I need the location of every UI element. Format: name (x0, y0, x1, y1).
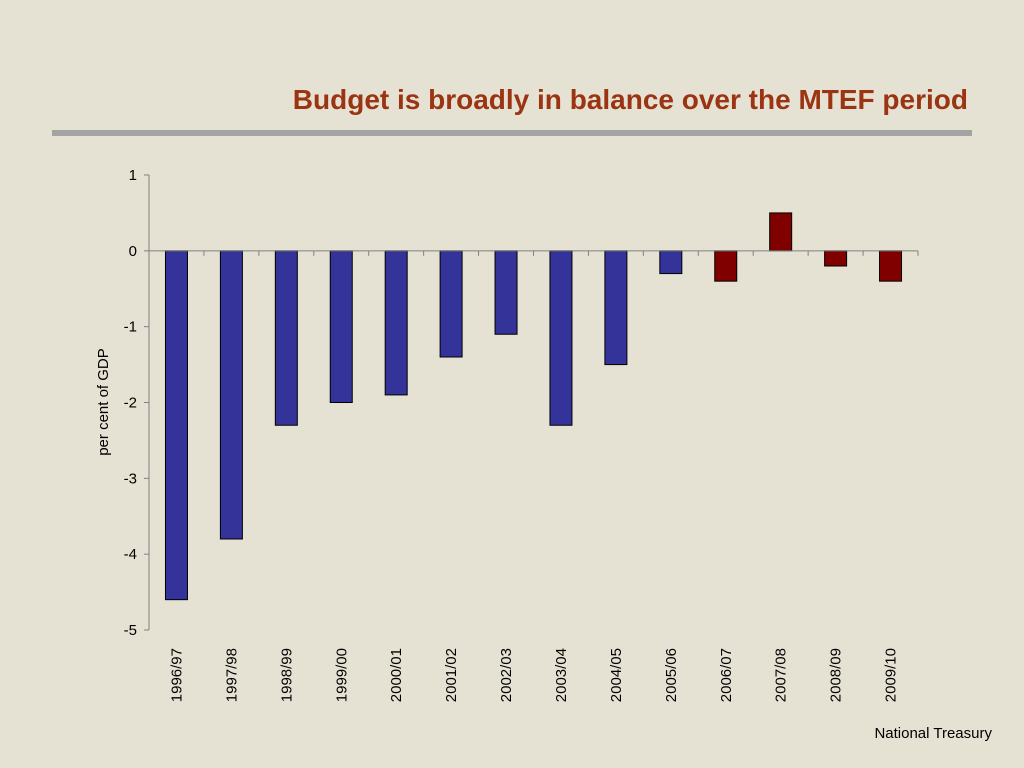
bar-2008-09 (824, 250, 848, 267)
footer-source: National Treasury (874, 725, 992, 742)
y-tick-label: -1 (124, 319, 137, 336)
y-tick-label: -5 (124, 622, 137, 639)
x-tick-label: 2009/10 (883, 648, 900, 702)
bar-1997-98 (219, 250, 243, 540)
bar-2003-04 (549, 250, 573, 426)
x-tick-label: 1998/99 (278, 648, 295, 702)
bar-1996-97 (164, 250, 188, 601)
bars (164, 212, 903, 601)
x-tick-label: 2008/09 (828, 648, 845, 702)
bar-1999-00 (329, 250, 353, 403)
bar-2002-03 (494, 250, 518, 335)
x-axis: 1996/97 1997/98 1998/99 1999/00 2000/01 2001/… (148, 250, 919, 702)
x-tick-label: 1997/98 (223, 648, 240, 702)
bar-2009-10 (879, 250, 903, 282)
x-tick-label: 1996/97 (168, 648, 185, 702)
y-axis-title: per cent of GDP (95, 348, 112, 456)
x-tick-label: 2003/04 (553, 648, 570, 702)
y-tick-label: -2 (124, 395, 137, 412)
y-tick-label: -4 (124, 546, 137, 563)
bar-2000-01 (384, 250, 408, 396)
bar-2005-06 (659, 250, 683, 275)
y-tick-label: -3 (124, 470, 137, 487)
x-tick-label: 2007/08 (773, 648, 790, 702)
bar-2007-08 (769, 212, 793, 252)
x-tick-label: 2001/02 (443, 648, 460, 702)
x-tick-label: 2004/05 (608, 648, 625, 702)
y-axis: 1 0 -1 -2 -3 -4 -5 (124, 167, 150, 639)
x-tick-label: 2000/01 (388, 648, 405, 702)
x-tick-label: 2002/03 (498, 648, 515, 702)
bar-2001-02 (439, 250, 463, 358)
bar-2006-07 (714, 250, 738, 282)
slide-title: Budget is broadly in balance over the MT… (292, 84, 968, 115)
bar-1998-99 (274, 250, 298, 426)
y-tick-label: 0 (129, 243, 137, 260)
x-tick-label: 2005/06 (663, 648, 680, 702)
bar-2004-05 (604, 250, 628, 366)
x-tick-label: 1999/00 (333, 648, 350, 702)
title-divider (52, 130, 972, 136)
y-tick-label: 1 (129, 167, 137, 184)
x-tick-label: 2006/07 (718, 648, 735, 702)
